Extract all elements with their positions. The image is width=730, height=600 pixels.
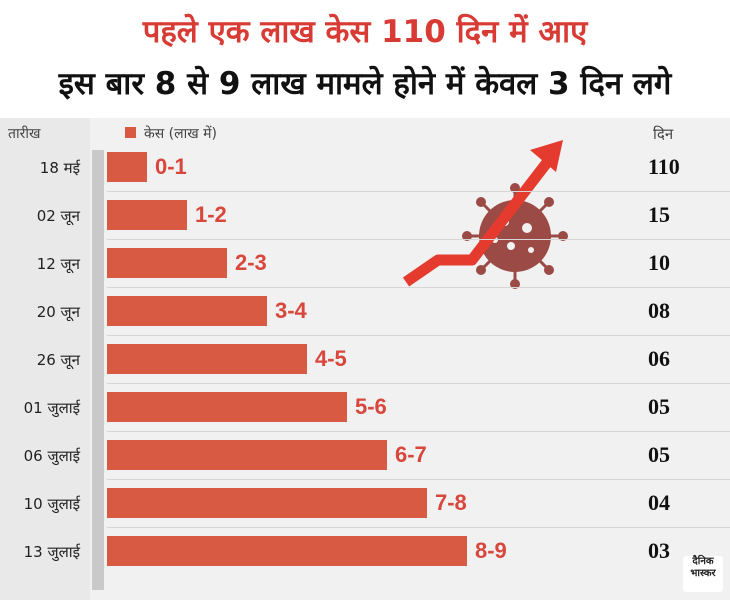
legend-swatch (125, 127, 136, 138)
logo-line-1: दैनिक (692, 556, 714, 567)
bar (107, 440, 387, 470)
date-label: 26 जून (36, 351, 80, 369)
logo-line-2: भास्कर (690, 568, 716, 579)
row-separator (107, 239, 730, 240)
date-column-header: तारीख (8, 126, 41, 142)
days-column-header: दिन (653, 125, 674, 143)
row-separator (107, 527, 730, 528)
rising-arrow-icon (402, 140, 563, 287)
bar-value-label: 0-1 (155, 154, 187, 179)
date-label: 01 जुलाई (23, 399, 80, 417)
days-value: 15 (648, 202, 670, 227)
bar-value-label: 1-2 (195, 202, 227, 227)
days-value: 06 (648, 346, 670, 371)
bar-value-label: 6-7 (395, 442, 427, 467)
days-value: 110 (648, 154, 680, 179)
bar (107, 536, 467, 566)
bar (107, 248, 227, 278)
virus-icon (462, 183, 568, 289)
bar (107, 488, 427, 518)
row-separator (107, 191, 730, 192)
row-separator (107, 479, 730, 480)
legend-label: केस (लाख में) (144, 126, 217, 142)
date-label: 10 जुलाई (23, 495, 80, 513)
brand-logo: दैनिक भास्कर (683, 556, 723, 592)
headline-line-2: इस बार 8 से 9 लाख मामले होने में केवल 3 … (58, 66, 672, 102)
axis-strip (92, 150, 104, 590)
bar-value-label: 4-5 (315, 346, 347, 371)
days-value: 05 (648, 394, 670, 419)
bar-value-label: 5-6 (355, 394, 387, 419)
date-column-background (0, 118, 90, 600)
date-label: 18 मई (39, 159, 80, 177)
headline-line-1: पहले एक लाख केस 110 दिन में आए (142, 14, 588, 50)
bar (107, 392, 347, 422)
days-value: 04 (648, 490, 670, 515)
days-value: 08 (648, 298, 670, 323)
date-label: 13 जुलाई (23, 543, 80, 561)
date-label: 12 जून (36, 255, 80, 273)
bar (107, 152, 147, 182)
row-separator (107, 335, 730, 336)
bar-value-label: 8-9 (475, 538, 507, 563)
bar (107, 344, 307, 374)
days-value: 03 (648, 538, 670, 563)
days-value: 05 (648, 442, 670, 467)
bar (107, 296, 267, 326)
row-separator (107, 431, 730, 432)
bar-value-label: 3-4 (275, 298, 307, 323)
date-label: 02 जून (36, 207, 80, 225)
row-separator (107, 383, 730, 384)
bar-value-label: 2-3 (235, 250, 267, 275)
date-label: 06 जुलाई (23, 447, 80, 465)
bar-value-label: 7-8 (435, 490, 467, 515)
days-value: 10 (648, 250, 670, 275)
bar (107, 200, 187, 230)
date-label: 20 जून (36, 303, 80, 321)
row-separator (107, 287, 730, 288)
